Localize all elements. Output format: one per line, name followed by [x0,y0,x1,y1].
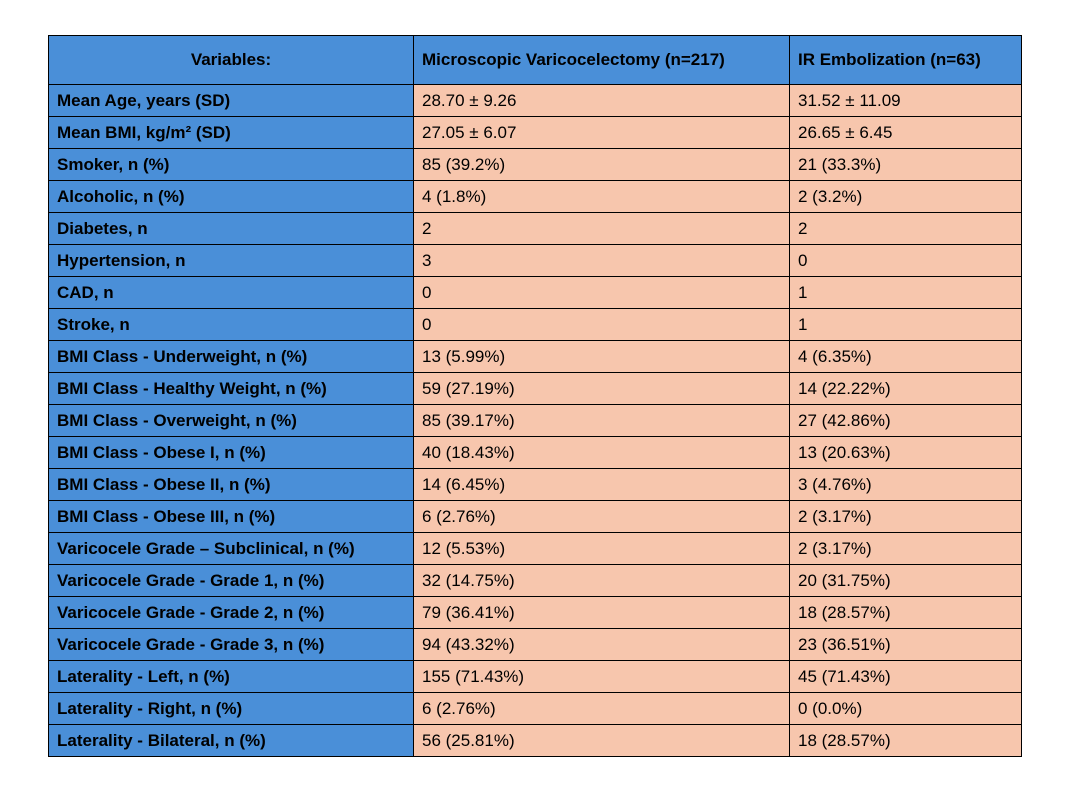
header-cell: Microscopic Varicocelectomy (n=217) [413,35,790,85]
table-row: Smoker, n (%) 85 (39.2%) 21 (33.3%) [48,148,1022,181]
value-cell: 2 (3.17%) [789,532,1022,565]
value-cell: 0 (0.0%) [789,692,1022,725]
variable-cell: Stroke, n [48,308,414,341]
variable-cell: Varicocele Grade – Subclinical, n (%) [48,532,414,565]
value-cell: 14 (6.45%) [413,468,790,501]
table-row: BMI Class - Overweight, n (%) 85 (39.17%)… [48,404,1022,437]
value-cell: 20 (31.75%) [789,564,1022,597]
variable-cell: BMI Class - Overweight, n (%) [48,404,414,437]
value-cell: 56 (25.81%) [413,724,790,757]
variable-cell: Varicocele Grade - Grade 1, n (%) [48,564,414,597]
table-row: BMI Class - Underweight, n (%) 13 (5.99%)… [48,340,1022,373]
table-row: Varicocele Grade - Grade 1, n (%) 32 (14.… [48,564,1022,597]
value-cell: 6 (2.76%) [413,692,790,725]
table-row: BMI Class - Obese I, n (%) 40 (18.43%) 13 … [48,436,1022,469]
variable-cell: Laterality - Left, n (%) [48,660,414,693]
value-cell: 18 (28.57%) [789,724,1022,757]
table-row: Varicocele Grade - Grade 2, n (%) 79 (36.… [48,596,1022,629]
table-row: Varicocele Grade – Subclinical, n (%) 12 … [48,532,1022,565]
header-cell: Variables: [48,35,414,85]
variable-cell: Laterality - Right, n (%) [48,692,414,725]
value-cell: 1 [789,308,1022,341]
value-cell: 0 [789,244,1022,277]
value-cell: 28.70 ± 9.26 [413,84,790,117]
value-cell: 18 (28.57%) [789,596,1022,629]
value-cell: 4 (1.8%) [413,180,790,213]
variable-cell: Diabetes, n [48,212,414,245]
value-cell: 2 [789,212,1022,245]
variable-cell: Mean Age, years (SD) [48,84,414,117]
header-row: Variables: Microscopic Varicocelectomy (n… [48,35,1022,85]
value-cell: 85 (39.2%) [413,148,790,181]
value-cell: 14 (22.22%) [789,372,1022,405]
value-cell: 2 [413,212,790,245]
value-cell: 32 (14.75%) [413,564,790,597]
value-cell: 155 (71.43%) [413,660,790,693]
value-cell: 31.52 ± 11.09 [789,84,1022,117]
value-cell: 94 (43.32%) [413,628,790,661]
value-cell: 27 (42.86%) [789,404,1022,437]
variable-cell: BMI Class - Underweight, n (%) [48,340,414,373]
value-cell: 2 (3.2%) [789,180,1022,213]
value-cell: 59 (27.19%) [413,372,790,405]
table-row: Laterality - Right, n (%) 6 (2.76%) 0 (0.0… [48,692,1022,725]
value-cell: 40 (18.43%) [413,436,790,469]
value-cell: 13 (5.99%) [413,340,790,373]
variable-cell: CAD, n [48,276,414,309]
variable-cell: Smoker, n (%) [48,148,414,181]
value-cell: 12 (5.53%) [413,532,790,565]
variable-cell: Alcoholic, n (%) [48,180,414,213]
value-cell: 2 (3.17%) [789,500,1022,533]
table-container: Variables: Microscopic Varicocelectomy (n… [48,35,1022,757]
header-cell: IR Embolization (n=63) [789,35,1022,85]
value-cell: 21 (33.3%) [789,148,1022,181]
value-cell: 0 [413,308,790,341]
value-cell: 1 [789,276,1022,309]
value-cell: 23 (36.51%) [789,628,1022,661]
table-row: BMI Class - Healthy Weight, n (%) 59 (27.… [48,372,1022,405]
table-row: Mean BMI, kg/m² (SD) 27.05 ± 6.07 26.65 ± … [48,116,1022,149]
variable-cell: BMI Class - Healthy Weight, n (%) [48,372,414,405]
value-cell: 0 [413,276,790,309]
table-row: Varicocele Grade - Grade 3, n (%) 94 (43.… [48,628,1022,661]
table-row: Mean Age, years (SD) 28.70 ± 9.26 31.52 ± … [48,84,1022,117]
value-cell: 26.65 ± 6.45 [789,116,1022,149]
variable-cell: BMI Class - Obese III, n (%) [48,500,414,533]
table-row: BMI Class - Obese III, n (%) 6 (2.76%) 2 (… [48,500,1022,533]
table-row: Alcoholic, n (%) 4 (1.8%) 2 (3.2%) [48,180,1022,213]
variable-cell: BMI Class - Obese II, n (%) [48,468,414,501]
variable-cell: Varicocele Grade - Grade 3, n (%) [48,628,414,661]
table-row: BMI Class - Obese II, n (%) 14 (6.45%) 3 (… [48,468,1022,501]
value-cell: 3 [413,244,790,277]
variable-cell: BMI Class - Obese I, n (%) [48,436,414,469]
table-row: Laterality - Left, n (%) 155 (71.43%) 45 (… [48,660,1022,693]
value-cell: 79 (36.41%) [413,596,790,629]
value-cell: 85 (39.17%) [413,404,790,437]
value-cell: 27.05 ± 6.07 [413,116,790,149]
value-cell: 13 (20.63%) [789,436,1022,469]
variable-cell: Laterality - Bilateral, n (%) [48,724,414,757]
value-cell: 3 (4.76%) [789,468,1022,501]
data-table: Variables: Microscopic Varicocelectomy (n… [48,35,1022,757]
table-row: Laterality - Bilateral, n (%) 56 (25.81%)… [48,724,1022,757]
value-cell: 4 (6.35%) [789,340,1022,373]
variable-cell: Mean BMI, kg/m² (SD) [48,116,414,149]
variable-cell: Hypertension, n [48,244,414,277]
value-cell: 45 (71.43%) [789,660,1022,693]
variable-cell: Varicocele Grade - Grade 2, n (%) [48,596,414,629]
value-cell: 6 (2.76%) [413,500,790,533]
